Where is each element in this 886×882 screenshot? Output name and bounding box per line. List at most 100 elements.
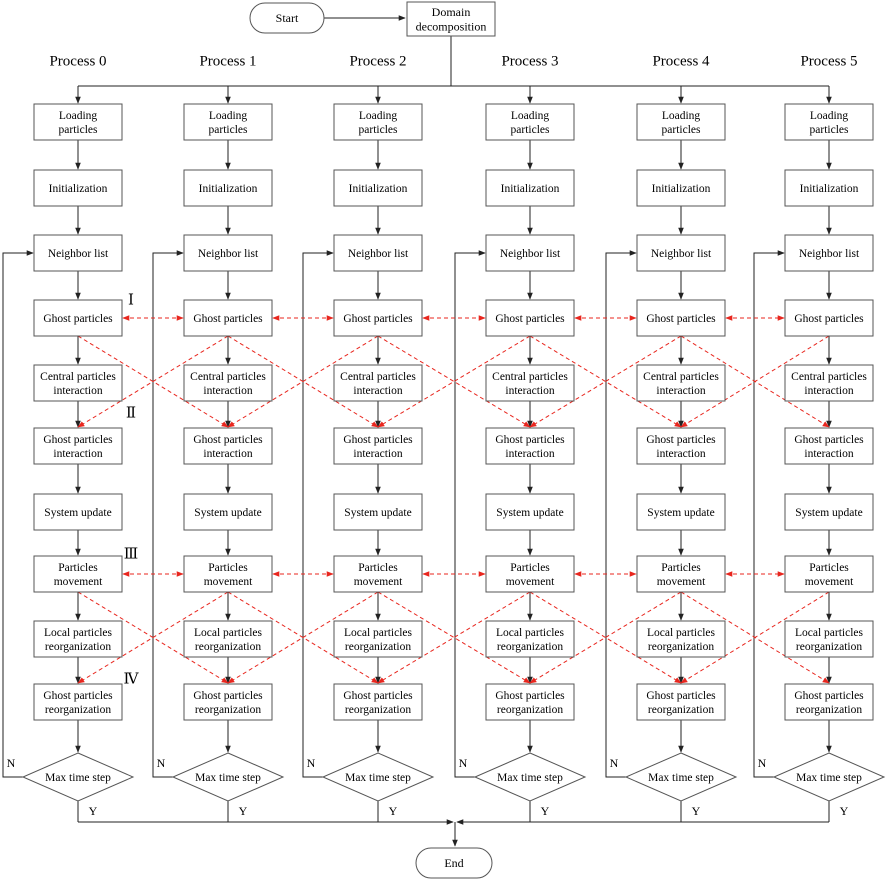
- decision-diamond: [624, 752, 738, 802]
- step-label-3-line: Ghost particles: [646, 313, 716, 325]
- yes-label-line: Y: [389, 804, 398, 818]
- step-label-1-line: Initialization: [501, 183, 560, 195]
- step-label-9: Ghost particles reorganization: [495, 690, 565, 716]
- phase-marker-3: Ⅲ: [124, 546, 138, 562]
- step-label-5-line: interaction: [203, 448, 252, 460]
- step-box-6: [33, 493, 123, 531]
- step-label-9-line: reorganization: [195, 704, 261, 716]
- step-box-8: [333, 620, 423, 658]
- step-label-9-line: Ghost particles: [794, 690, 864, 702]
- step-label-5-line: interaction: [804, 448, 853, 460]
- step-label-9-line: reorganization: [648, 704, 714, 716]
- step-label-5: Ghost particles interaction: [646, 434, 716, 460]
- yes-label: Y: [239, 804, 248, 818]
- step-label-3-line: Ghost particles: [794, 313, 864, 325]
- decision-diamond: [321, 752, 435, 802]
- step-label-9: Ghost particles reorganization: [193, 690, 263, 716]
- end-label-line: End: [444, 856, 463, 870]
- step-label-1: Initialization: [49, 183, 108, 195]
- process-header-3-line: Process 3: [501, 53, 558, 69]
- communication-arrows-layer: [77, 315, 830, 684]
- step-label-9-line: Ghost particles: [43, 690, 113, 702]
- process-header-0-line: Process 0: [49, 53, 106, 69]
- process-header-2: Process 2: [349, 53, 406, 69]
- decision-label: Max time step: [497, 772, 563, 784]
- step-label-8: Local particles reorganization: [44, 627, 113, 653]
- step-label-9: Ghost particles reorganization: [43, 690, 113, 716]
- step-label-6-line: System update: [344, 507, 411, 519]
- step-label-4: Central particles interaction: [791, 371, 867, 397]
- decision-label-line: Max time step: [796, 772, 862, 784]
- yes-label-line: Y: [89, 804, 98, 818]
- step-box-6: [784, 493, 874, 531]
- step-label-4-line: Central particles: [190, 371, 266, 383]
- yes-label-line: Y: [840, 804, 849, 818]
- step-label-7: Particles movement: [657, 562, 706, 588]
- step-label-5-line: interaction: [505, 448, 554, 460]
- step-label-2-line: Neighbor list: [348, 248, 409, 260]
- step-label-7-line: Particles: [809, 562, 849, 574]
- diagonal-comm-arrow: [377, 591, 531, 684]
- step-box-1: [333, 169, 423, 207]
- step-label-0: Loading particles: [511, 110, 550, 136]
- diagonal-comm-arrow: [377, 591, 531, 684]
- step-box-4: [333, 364, 423, 402]
- step-label-0-line: particles: [511, 124, 550, 136]
- step-label-5: Ghost particles interaction: [43, 434, 113, 460]
- step-box-9: [636, 683, 726, 721]
- step-box-8: [183, 620, 273, 658]
- step-box-7: [183, 555, 273, 593]
- step-label-7-line: Particles: [661, 562, 701, 574]
- step-box-8: [784, 620, 874, 658]
- step-label-5-line: Ghost particles: [193, 434, 263, 446]
- step-box-7: [485, 555, 575, 593]
- process-header-1-line: Process 1: [199, 53, 256, 69]
- step-label-7-line: movement: [657, 576, 706, 588]
- decision-label-line: Max time step: [497, 772, 563, 784]
- no-label-line: N: [157, 756, 166, 770]
- step-label-9-line: reorganization: [345, 704, 411, 716]
- step-label-0-line: Loading: [511, 110, 550, 122]
- step-box-7: [33, 555, 123, 593]
- yes-label-line: Y: [239, 804, 248, 818]
- step-label-6-line: System update: [795, 507, 862, 519]
- phase-marker-1: Ⅰ: [128, 292, 134, 308]
- step-label-0-line: Loading: [810, 110, 849, 122]
- step-label-8: Local particles reorganization: [344, 627, 413, 653]
- step-label-1-line: Initialization: [652, 183, 711, 195]
- step-label-8-line: Local particles: [194, 627, 263, 639]
- step-label-8-line: reorganization: [796, 641, 862, 653]
- process-header-1: Process 1: [199, 53, 256, 69]
- step-label-0-line: particles: [662, 124, 701, 136]
- decision-diamond: [21, 752, 135, 802]
- step-label-9: Ghost particles reorganization: [794, 690, 864, 716]
- decision-label: Max time step: [796, 772, 862, 784]
- step-label-6: System update: [44, 507, 111, 519]
- step-box-9: [333, 683, 423, 721]
- step-label-8-line: Local particles: [344, 627, 413, 639]
- decision-label-line: Max time step: [195, 772, 261, 784]
- step-box-4: [33, 364, 123, 402]
- step-label-4: Central particles interaction: [643, 371, 719, 397]
- step-box-0: [183, 103, 273, 141]
- step-label-7-line: movement: [805, 576, 854, 588]
- step-label-9-line: reorganization: [796, 704, 862, 716]
- step-label-6-line: System update: [44, 507, 111, 519]
- step-label-7-line: movement: [506, 576, 555, 588]
- step-label-5-line: Ghost particles: [495, 434, 565, 446]
- step-label-1: Initialization: [652, 183, 711, 195]
- step-box-0: [33, 103, 123, 141]
- diagonal-comm-arrow: [529, 591, 682, 684]
- step-box-2: [183, 234, 273, 272]
- step-label-7: Particles movement: [354, 562, 403, 588]
- diagonal-comm-arrow: [529, 591, 682, 684]
- step-label-9-line: reorganization: [45, 704, 111, 716]
- decision-diamond: [171, 752, 285, 802]
- step-box-5: [183, 427, 273, 465]
- step-label-4-line: Central particles: [40, 371, 116, 383]
- phase-marker-2: Ⅱ: [126, 405, 136, 421]
- step-box-1: [33, 169, 123, 207]
- step-box-5: [333, 427, 423, 465]
- step-label-5-line: interaction: [353, 448, 402, 460]
